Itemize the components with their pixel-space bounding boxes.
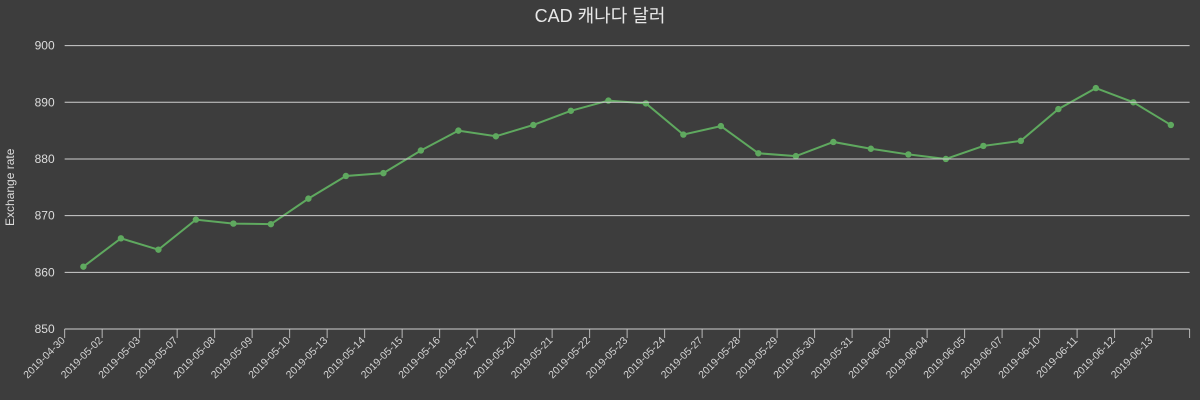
svg-text:850: 850: [35, 322, 55, 336]
svg-text:Exchange rate: Exchange rate: [3, 148, 17, 226]
svg-text:860: 860: [35, 265, 55, 279]
svg-text:890: 890: [35, 95, 55, 109]
svg-text:900: 900: [35, 39, 55, 53]
svg-text:CAD 캐나다 달러: CAD 캐나다 달러: [535, 6, 666, 26]
svg-text:870: 870: [35, 209, 55, 223]
svg-text:880: 880: [35, 152, 55, 166]
